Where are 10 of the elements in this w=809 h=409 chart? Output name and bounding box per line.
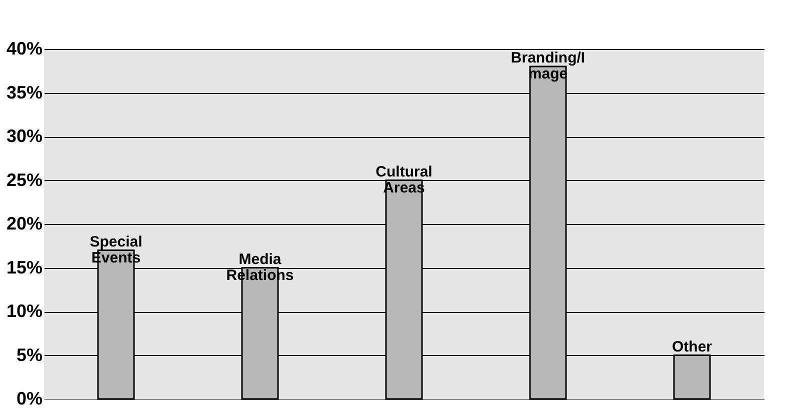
x-tick-label: Other xyxy=(672,338,712,356)
y-tick-label: 15% xyxy=(6,257,42,278)
y-tick-label: 0% xyxy=(16,388,42,408)
y-tick-label: 10% xyxy=(6,301,42,321)
y-tick-label: 20% xyxy=(6,214,42,234)
y-tick-label: 40% xyxy=(6,38,42,58)
y-tick-label: 5% xyxy=(16,344,42,365)
y-tick-label: 35% xyxy=(6,82,42,102)
y-tick-label: 30% xyxy=(6,126,42,146)
y-tick-label: 25% xyxy=(6,170,42,190)
